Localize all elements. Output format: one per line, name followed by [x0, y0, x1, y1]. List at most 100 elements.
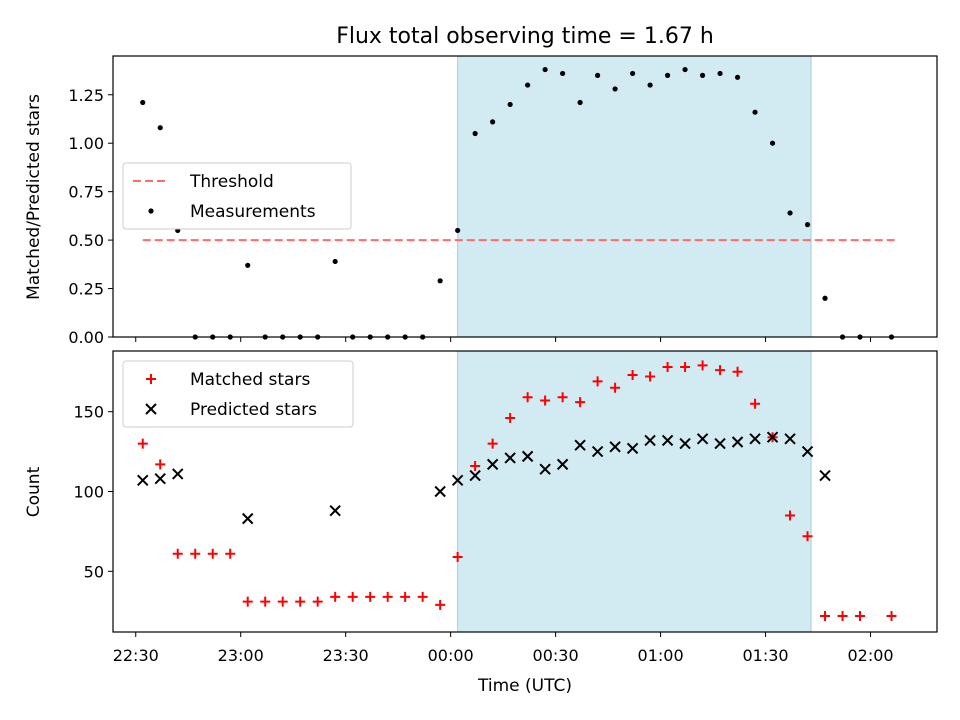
x-tick-label: 01:00 — [638, 646, 684, 665]
measurement-point — [734, 74, 741, 80]
matched-stars-point — [785, 510, 796, 521]
matched-stars-point — [225, 548, 236, 559]
predicted-stars-point — [469, 469, 481, 482]
matched-stars-point — [855, 611, 866, 622]
top-y-tick-label: 0.50 — [68, 231, 104, 250]
predicted-stars-point — [661, 434, 674, 447]
measurement-point — [140, 99, 146, 106]
measurement-point — [752, 109, 758, 115]
predicted-stars-point — [784, 433, 796, 445]
legend-entry-label: Predicted stars — [190, 400, 317, 420]
measurement-point — [769, 140, 776, 146]
matched-stars-point — [802, 531, 813, 542]
predicted-stars-point — [609, 441, 621, 453]
measurement-point — [560, 70, 566, 77]
bottom-legend-box — [122, 360, 354, 428]
top-y-tick-label: 0.00 — [68, 328, 104, 347]
measurement-point — [507, 101, 513, 108]
measurement-point — [804, 222, 811, 228]
matched-stars-point — [347, 591, 358, 602]
matched-stars-point — [260, 596, 271, 607]
chart-title: Flux total observing time = 1.67 h — [336, 24, 714, 49]
measurement-point — [525, 82, 531, 88]
top-axes-frame — [112, 55, 938, 338]
predicted-stars-point — [714, 437, 726, 450]
x-tick-label: 00:00 — [428, 646, 474, 665]
matched-stars-point — [662, 361, 673, 372]
x-tick-label: 23:00 — [218, 646, 264, 665]
x-tick-label: 02:00 — [847, 646, 893, 665]
matched-stars-point — [417, 591, 428, 602]
top-y-tick-label: 1.25 — [68, 86, 104, 105]
matched-stars-point — [295, 596, 306, 607]
matched-stars-point — [435, 599, 446, 610]
top-y-axis-label: Matched/Predicted stars — [24, 94, 44, 300]
bottom-legend: Matched stars Predicted stars — [122, 360, 354, 428]
bottom-y-tick-label: 50 — [84, 562, 104, 581]
measurement-point — [682, 66, 688, 73]
matched-stars-point — [382, 591, 393, 602]
matched-stars-point — [190, 548, 201, 559]
measurement-point — [664, 72, 671, 78]
matched-stars-point — [610, 382, 621, 393]
bottom-y-tick-label: 100 — [73, 483, 104, 502]
predicted-stars-point — [819, 469, 831, 482]
matched-stars-point — [522, 392, 533, 403]
measurement-point — [490, 119, 496, 125]
predicted-stars-point — [801, 445, 814, 458]
x-tick-label: 22:30 — [113, 646, 159, 665]
measurement-point — [455, 227, 461, 234]
matched-stars-point — [312, 596, 323, 607]
top-y-tick-label: 0.75 — [68, 183, 104, 202]
measurement-point — [787, 210, 793, 216]
measurement-point — [717, 70, 723, 77]
measurement-point — [472, 130, 478, 137]
matched-stars-point — [470, 460, 481, 471]
matched-stars-point — [575, 397, 586, 408]
predicted-stars-point — [434, 485, 446, 498]
predicted-stars-point — [591, 445, 604, 458]
legend-entry-label: Matched stars — [190, 370, 310, 390]
measurement-point — [542, 66, 548, 73]
top-legend-box — [122, 162, 352, 230]
matched-stars-point — [750, 398, 761, 409]
predicted-stars-point — [556, 458, 569, 471]
matched-stars-point — [277, 596, 288, 607]
predicted-stars-point — [766, 431, 779, 443]
predicted-stars-point — [172, 468, 184, 480]
measurement-point — [437, 278, 443, 284]
measurement-point — [157, 125, 163, 131]
legend-entry-label: Measurements — [190, 202, 316, 222]
measurement-point — [577, 99, 583, 106]
predicted-stars-point — [504, 452, 516, 464]
matched-stars-point — [645, 371, 656, 382]
top-panel: 0.00 0.25 0.50 0.75 1.00 1.25 Threshold Measure… — [68, 55, 938, 347]
top-y-tick-label: 1.00 — [68, 134, 104, 153]
matched-stars-point — [627, 369, 638, 380]
bottom-y-axis-label: Count — [24, 466, 44, 517]
matched-stars-point — [155, 459, 166, 470]
measurement-point — [699, 72, 706, 78]
matched-stars-point — [540, 395, 551, 406]
bottom-y-tick-label: 150 — [73, 403, 104, 422]
top-y-tick-label: 0.25 — [68, 280, 104, 299]
x-axis-label: Time (UTC) — [477, 676, 572, 696]
matched-stars-point — [137, 438, 148, 449]
measurement-point — [595, 72, 601, 78]
predicted-stars-point — [451, 474, 464, 487]
measurement-point — [245, 262, 251, 268]
legend-predicted-swatch — [145, 403, 157, 415]
matched-stars-point — [820, 611, 831, 622]
matched-stars-point — [592, 376, 603, 387]
matched-stars-point — [400, 591, 411, 602]
predicted-stars-point — [242, 512, 254, 525]
predicted-stars-point — [539, 463, 551, 475]
predicted-stars-point — [626, 442, 639, 455]
x-tick-label: 23:30 — [323, 646, 369, 665]
legend-matched-swatch — [146, 374, 156, 384]
matched-stars-point — [732, 366, 743, 377]
matched-stars-point — [452, 551, 463, 562]
measurement-point — [612, 86, 618, 92]
predicted-stars-point — [329, 504, 341, 517]
